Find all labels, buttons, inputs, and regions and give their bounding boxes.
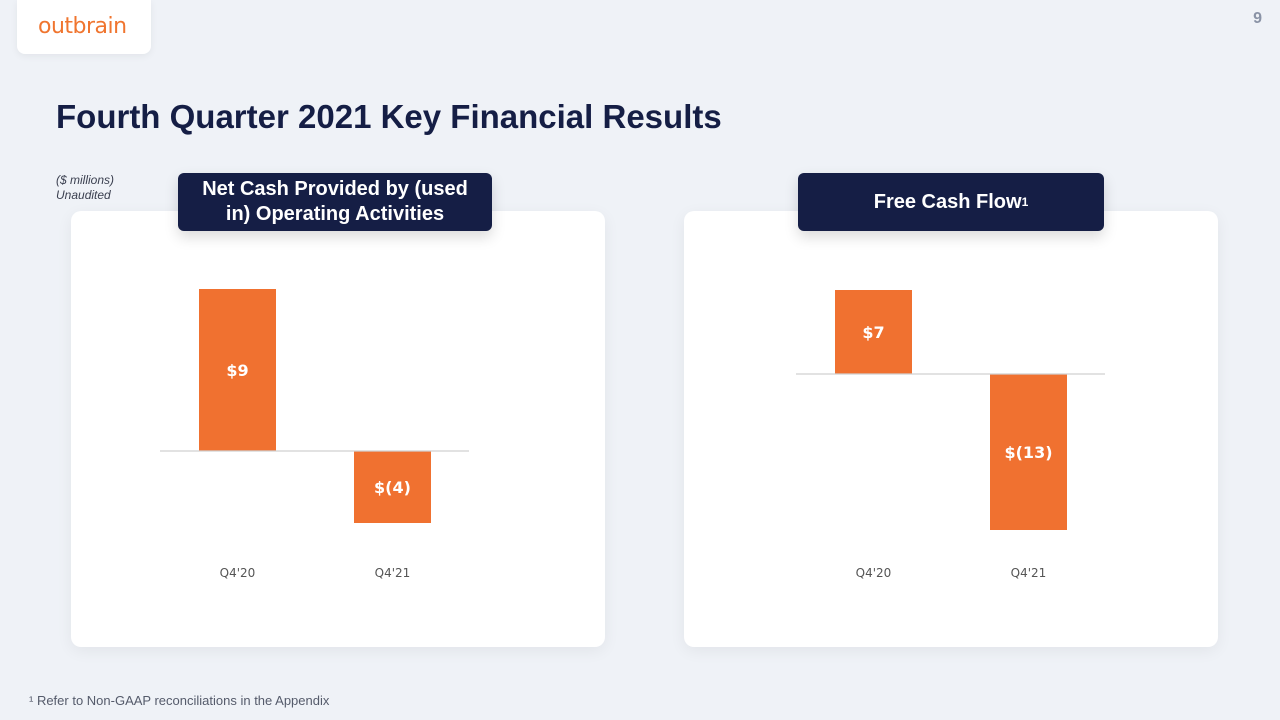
chart-card-free-cash-flow bbox=[684, 211, 1218, 647]
bar bbox=[990, 374, 1067, 530]
data-label: $7 bbox=[862, 323, 884, 342]
chart-card-operating-cash bbox=[71, 211, 605, 647]
units-note: ($ millions) Unaudited bbox=[56, 173, 114, 203]
data-label: $(13) bbox=[1004, 443, 1052, 462]
chart-title-text: Net Cash Provided by (used in) Operating… bbox=[202, 178, 468, 225]
logo-container: outbrain bbox=[17, 0, 151, 54]
chart-title-operating-cash: Net Cash Provided by (used in) Operating… bbox=[178, 173, 492, 231]
data-label: $(4) bbox=[374, 478, 411, 497]
audit-label: Unaudited bbox=[56, 188, 111, 202]
x-tick-label: Q4'21 bbox=[375, 566, 411, 580]
bar bbox=[354, 451, 431, 523]
chart-title-text: Free Cash Flow bbox=[873, 190, 1022, 213]
footnote: ¹ Refer to Non-GAAP reconciliations in t… bbox=[29, 693, 330, 708]
page-number: 9 bbox=[1253, 10, 1262, 27]
x-tick-label: Q4'20 bbox=[856, 566, 892, 580]
footnote-marker: 1 bbox=[1021, 194, 1029, 209]
x-tick-label: Q4'21 bbox=[1011, 566, 1047, 580]
data-label: $9 bbox=[226, 361, 248, 380]
outbrain-logo: outbrain bbox=[38, 14, 127, 39]
units-label: ($ millions) bbox=[56, 173, 115, 187]
chart-title-free-cash-flow: Free Cash Flow 1 bbox=[798, 173, 1104, 231]
bar bbox=[835, 290, 912, 374]
x-tick-label: Q4'20 bbox=[220, 566, 256, 580]
bar bbox=[199, 289, 276, 451]
page-title: Fourth Quarter 2021 Key Financial Result… bbox=[56, 98, 722, 135]
